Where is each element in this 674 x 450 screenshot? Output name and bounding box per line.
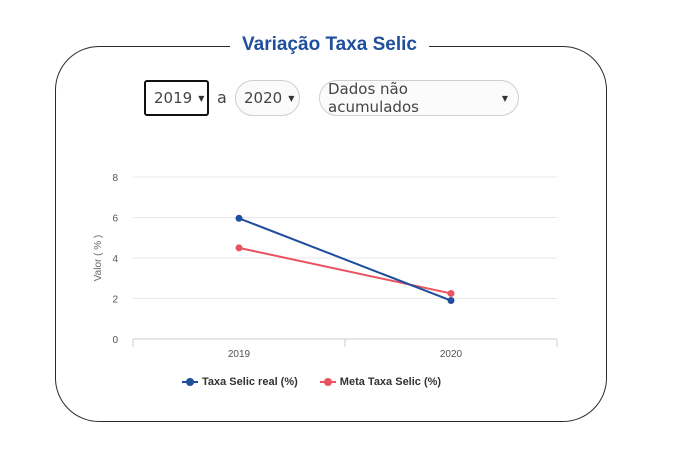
- y-tick-label: 8: [112, 173, 118, 184]
- y-tick-label: 6: [112, 214, 118, 225]
- series-line: [238, 217, 452, 302]
- x-tick-label: 2020: [440, 349, 463, 360]
- range-separator: a: [217, 88, 227, 107]
- mode-select[interactable]: Dados não acumulados ▼: [319, 80, 519, 116]
- legend-item[interactable]: Taxa Selic real (%): [182, 376, 298, 388]
- mode-value: Dados não acumulados: [328, 80, 419, 116]
- legend-swatch: [319, 377, 336, 387]
- end-year-value: 2020: [244, 89, 283, 107]
- end-year-select[interactable]: 2020 ▼: [235, 80, 300, 116]
- data-point: [235, 214, 243, 222]
- data-point: [447, 289, 455, 297]
- y-tick-label: 2: [112, 295, 118, 306]
- data-point: [235, 244, 243, 252]
- start-year-value: 2019: [154, 89, 193, 107]
- legend-swatch: [182, 377, 198, 387]
- y-tick-label: 4: [112, 254, 118, 265]
- y-tick-label: 0: [112, 335, 118, 346]
- data-point: [447, 297, 455, 305]
- series-line: [238, 246, 452, 295]
- legend-label: Meta Taxa Selic (%): [339, 376, 442, 388]
- legend-item[interactable]: Meta Taxa Selic (%): [319, 376, 442, 388]
- card-title: Variação Taxa Selic: [230, 30, 429, 60]
- filter-controls: 2019 ▼ a 2020 ▼ Dados não acumulados ▼: [0, 80, 674, 118]
- x-tick-label: 2019: [228, 349, 251, 360]
- chevron-down-icon: ▼: [198, 93, 205, 103]
- y-axis-label: Valor ( % ): [93, 235, 104, 282]
- legend-label: Taxa Selic real (%): [202, 376, 298, 388]
- start-year-select[interactable]: 2019 ▼: [144, 80, 209, 116]
- chevron-down-icon: ▼: [288, 93, 295, 103]
- chart-legend: Taxa Selic real (%) Meta Taxa Selic (%): [182, 376, 441, 388]
- chevron-down-icon: ▼: [501, 93, 508, 103]
